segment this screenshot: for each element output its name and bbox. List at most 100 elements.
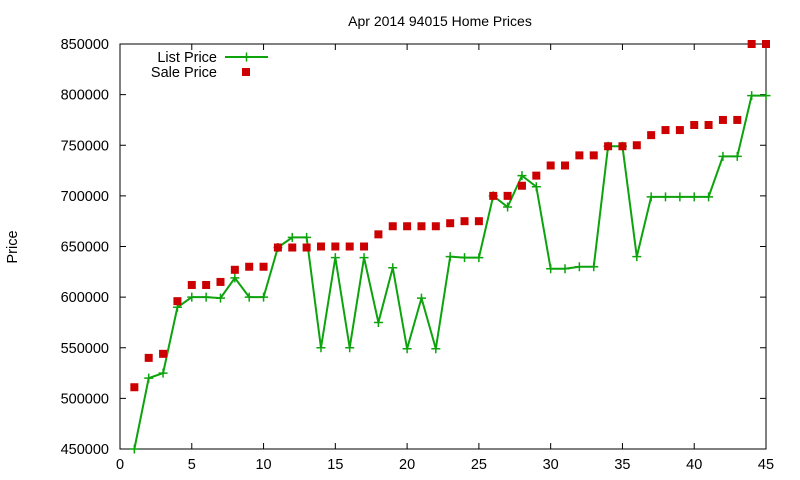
sale-price-point: [704, 121, 713, 129]
sale-price-point: [446, 219, 455, 228]
sale-price-point: [360, 242, 369, 251]
chart-title: Apr 2014 94015 Home Prices: [348, 13, 532, 29]
y-tick-label: 600000: [61, 290, 109, 306]
list-price-point: [302, 232, 312, 242]
legend-label-sale-price: Sale Price: [151, 65, 217, 81]
list-price-point: [747, 91, 757, 101]
sale-price-point: [187, 280, 196, 289]
sale-price-point: [374, 230, 383, 239]
y-tick-label: 700000: [61, 189, 109, 205]
sale-price-point: [130, 383, 139, 392]
axis-ticks: [119, 43, 767, 450]
sale-price-point: [331, 242, 340, 251]
list-price-point: [373, 317, 383, 327]
sale-price-point: [517, 181, 526, 190]
axis-tick-labels: 0 5 10 15 20 25 30 35 40 45 450000 500000 550000 6000…: [61, 37, 774, 473]
sale-price-point: [647, 131, 656, 140]
list-price-point: [158, 368, 168, 378]
list-price-point: [546, 264, 556, 274]
x-tick-label: 20: [399, 457, 415, 473]
y-axis-label: Price: [5, 230, 21, 263]
sale-price-point: [503, 191, 512, 200]
legend: List Price Sale Price: [151, 50, 268, 81]
list-price-point: [230, 273, 240, 283]
legend-sample-list-price: [225, 52, 268, 62]
list-price-point: [316, 343, 326, 353]
sale-price-point: [546, 161, 555, 170]
plot-border: [119, 43, 767, 450]
sale-price-point: [216, 277, 225, 286]
list-price-point: [718, 151, 728, 161]
list-price-point: [144, 373, 154, 383]
plot-frame: [119, 43, 767, 450]
sale-price-point: [589, 151, 598, 160]
list-price-point: [345, 343, 355, 353]
x-tick-label: 40: [686, 457, 702, 473]
sale-price-point: [575, 151, 584, 160]
list-price-point: [129, 444, 139, 454]
sale-price-point: [675, 126, 684, 135]
y-tick-label: 550000: [61, 341, 109, 357]
legend-label-list-price: List Price: [157, 50, 217, 66]
sale-price-point: [632, 141, 641, 150]
sale-price-point: [159, 349, 168, 358]
sale-price-point: [202, 280, 211, 289]
sale-price-point: [532, 171, 541, 180]
sale-price-point: [345, 242, 354, 251]
list-price-point: [259, 292, 269, 302]
list-price-point: [474, 253, 484, 263]
list-price-point: [460, 253, 470, 263]
x-tick-label: 0: [116, 457, 124, 473]
list-price-point: [732, 151, 742, 161]
x-tick-label: 30: [543, 457, 559, 473]
x-tick-label: 25: [471, 457, 487, 473]
list-price-point: [661, 192, 671, 202]
list-price-point: [402, 344, 412, 354]
x-tick-label: 45: [758, 457, 774, 473]
legend-plus-sample: [242, 52, 251, 62]
y-tick-label: 850000: [61, 37, 109, 53]
sale-price-point: [747, 40, 756, 48]
list-price-point: [675, 192, 685, 202]
list-price-point: [560, 264, 570, 274]
list-price-point: [201, 292, 211, 302]
list-price-point: [287, 232, 297, 242]
list-price-point: [704, 192, 714, 202]
list-price-point: [646, 192, 656, 202]
legend-square-sample: [242, 68, 250, 76]
sale-price-point: [144, 353, 153, 362]
sale-price-point: [316, 242, 325, 251]
list-price-point: [589, 262, 599, 272]
y-tick-label: 800000: [61, 88, 109, 104]
list-price-point: [632, 252, 642, 262]
legend-sample-sale-price: [242, 68, 250, 76]
y-tick-label: 500000: [61, 391, 109, 407]
x-tick-label: 35: [614, 457, 630, 473]
sale-price-point: [733, 115, 742, 124]
sale-price-point: [403, 222, 412, 231]
sale-price-point: [302, 243, 311, 252]
list-price-point: [330, 253, 340, 263]
list-price-point: [388, 263, 398, 273]
y-tick-label: 450000: [61, 442, 109, 458]
list-price-point: [574, 262, 584, 272]
sale-price-point: [690, 121, 699, 129]
sale-price-point: [661, 126, 670, 135]
sale-price-point: [259, 262, 268, 271]
list-price-point: [416, 293, 426, 303]
sale-price-point: [460, 217, 469, 226]
sale-price-point: [245, 262, 254, 271]
sale-price-point: [173, 297, 182, 306]
sale-price-point: [604, 142, 613, 151]
sale-price-point: [288, 243, 297, 252]
sale-price-point: [718, 115, 727, 124]
sale-price-point: [388, 222, 397, 231]
x-tick-label: 15: [327, 457, 343, 473]
sale-price-point: [417, 222, 426, 231]
y-tick-label: 650000: [61, 240, 109, 256]
sale-price-point: [474, 217, 483, 226]
sale-price-point: [618, 142, 627, 151]
sale-price-point: [561, 161, 570, 170]
sale-price-point: [273, 243, 282, 252]
list-price-point: [215, 293, 225, 303]
